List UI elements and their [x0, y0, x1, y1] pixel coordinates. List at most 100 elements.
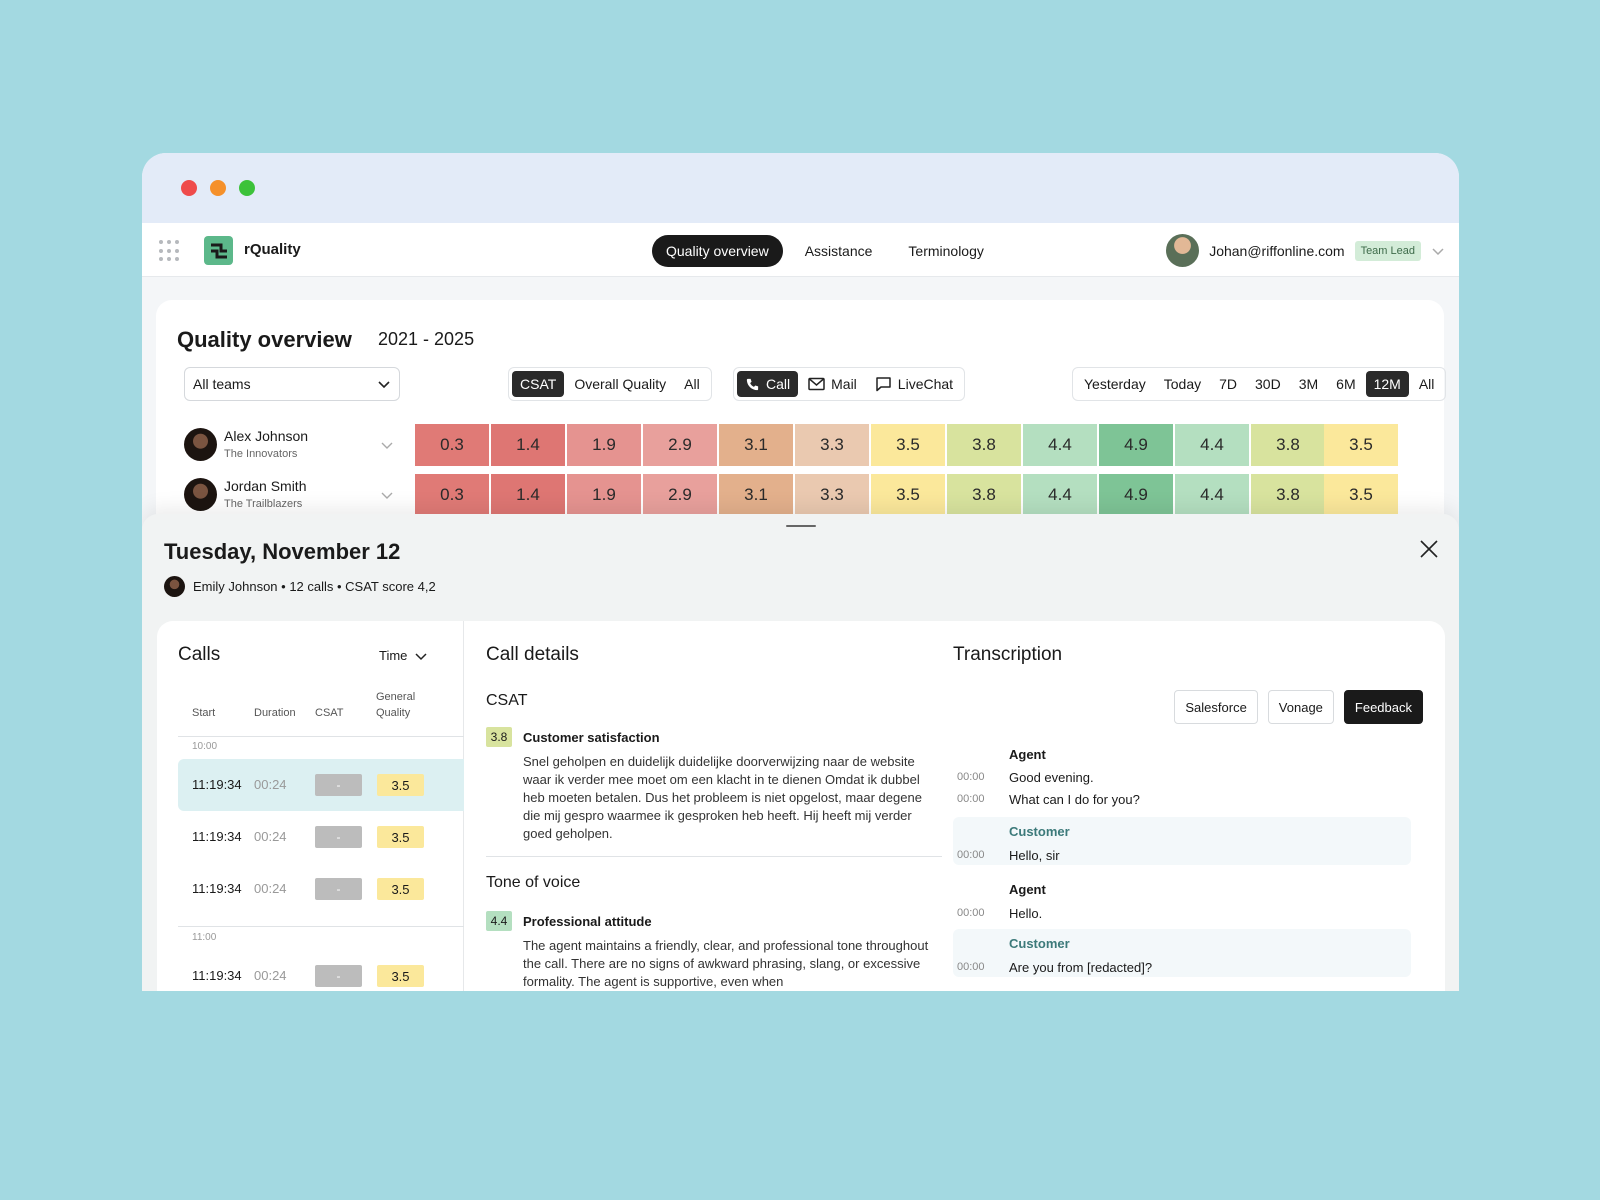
score-cell[interactable]: 3.1: [719, 424, 793, 466]
period-12m[interactable]: 12M: [1365, 371, 1409, 397]
col-header-duration[interactable]: Duration: [254, 707, 296, 719]
score-cell[interactable]: 3.1: [719, 474, 793, 516]
period-30d[interactable]: 30D: [1255, 376, 1281, 392]
tab-assistance[interactable]: Assistance: [804, 243, 873, 259]
main-nav: Quality overview Assistance Terminology: [652, 235, 998, 267]
score-cell[interactable]: 1.4: [491, 424, 565, 466]
chevron-down-icon[interactable]: [1431, 244, 1445, 258]
csat-item-title: Customer satisfaction: [523, 730, 660, 745]
score-cell[interactable]: 2.9: [643, 424, 717, 466]
message-text: What can I do for you?: [1009, 792, 1140, 807]
period-3m[interactable]: 3M: [1298, 376, 1319, 392]
call-start: 11:19:34: [192, 777, 242, 792]
user-email: Johan@riffonline.com: [1209, 242, 1345, 259]
minimize-window-dot[interactable]: [210, 180, 226, 196]
message-time: 00:00: [957, 771, 985, 783]
col-header-quality[interactable]: General Quality: [376, 689, 415, 721]
call-csat-badge: -: [315, 826, 362, 848]
agent-avatar: [164, 576, 185, 597]
col-header-quality-line2: Quality: [376, 707, 411, 719]
score-cell[interactable]: 0.3: [415, 474, 489, 516]
call-quality-badge: 3.5: [377, 965, 424, 987]
call-row[interactable]: 11:19:34 00:24 - 3.5: [178, 950, 464, 991]
message-text: Good evening.: [1009, 770, 1094, 785]
score-cell[interactable]: 3.3: [795, 474, 869, 516]
page-title: Quality overview: [177, 327, 352, 352]
score-cell[interactable]: 3.5: [871, 474, 945, 516]
score-cell[interactable]: 4.4: [1023, 424, 1097, 466]
channel-call[interactable]: Call: [737, 371, 799, 397]
score-cell[interactable]: 2.9: [643, 474, 717, 516]
score-cell[interactable]: 1.4: [491, 474, 565, 516]
app-grid-icon[interactable]: [159, 240, 181, 262]
tab-terminology[interactable]: Terminology: [908, 243, 984, 259]
app-window: rQuality Quality overview Assistance Ter…: [142, 153, 1459, 991]
tone-item-text: The agent maintains a friendly, clear, a…: [523, 938, 929, 989]
chevron-down-icon[interactable]: [380, 438, 394, 452]
time-group-label: 11:00: [192, 932, 217, 943]
score-cell[interactable]: 3.8: [1251, 424, 1325, 466]
score-cell[interactable]: 4.4: [1023, 474, 1097, 516]
feedback-button[interactable]: Feedback: [1343, 690, 1423, 724]
metric-overall-quality[interactable]: Overall Quality: [574, 376, 667, 392]
period-toggle: Yesterday Today 7D 30D 3M 6M 12M All: [1072, 367, 1447, 401]
score-cell[interactable]: 4.4: [1175, 474, 1249, 516]
call-row[interactable]: 11:19:34 00:24 - 3.5: [178, 759, 464, 811]
metric-toggle: CSAT Overall Quality All: [508, 367, 712, 401]
maximize-window-dot[interactable]: [239, 180, 255, 196]
user-avatar: [1166, 234, 1200, 267]
message-time: 00:00: [957, 793, 985, 805]
rquality-logo-icon[interactable]: [204, 236, 233, 265]
col-header-csat[interactable]: CSAT: [315, 707, 344, 719]
score-cell[interactable]: 1.9: [567, 424, 641, 466]
agent-row[interactable]: Alex Johnson The Innovators 0.3 1.4 1.9 2.9…: [184, 424, 1439, 466]
metric-csat[interactable]: CSAT: [512, 371, 565, 397]
drag-handle[interactable]: [786, 525, 816, 527]
score-cell[interactable]: 4.9: [1099, 424, 1173, 466]
period-yesterday[interactable]: Yesterday: [1084, 376, 1146, 392]
user-menu[interactable]: Johan@riffonline.com Team Lead: [1166, 234, 1445, 267]
csat-score-chip: 3.8: [486, 727, 512, 747]
channel-livechat[interactable]: LiveChat: [867, 371, 961, 397]
agent-row[interactable]: Jordan Smith The Trailblazers 0.3 1.4 1.9 2…: [184, 474, 1439, 516]
call-row[interactable]: 11:19:34 00:24 - 3.5: [178, 811, 464, 863]
score-cell[interactable]: 3.8: [947, 474, 1021, 516]
sort-select[interactable]: Time: [379, 648, 427, 663]
period-today[interactable]: Today: [1163, 376, 1202, 392]
score-cells: 0.3 1.4 1.9 2.9 3.1 3.3 3.5 3.8 4.4 4.9 4.4 3.8: [415, 474, 1325, 516]
close-icon[interactable]: [1419, 539, 1439, 559]
speaker-label: Agent: [1009, 747, 1046, 762]
total-score-cell[interactable]: 3.5: [1324, 424, 1398, 466]
score-cell[interactable]: 3.8: [1251, 474, 1325, 516]
chevron-down-icon[interactable]: [380, 488, 394, 502]
score-cell[interactable]: 3.8: [947, 424, 1021, 466]
period-6m[interactable]: 6M: [1336, 376, 1356, 392]
metric-all[interactable]: All: [684, 376, 700, 392]
call-duration: 00:24: [254, 968, 287, 983]
score-cell[interactable]: 4.4: [1175, 424, 1249, 466]
transcription: Transcription Salesforce Vonage Feedback…: [947, 621, 1445, 991]
col-header-start[interactable]: Start: [192, 707, 216, 719]
col-header-quality-line1: General: [376, 691, 416, 703]
call-quality-badge: 3.5: [377, 826, 424, 848]
period-all[interactable]: All: [1418, 376, 1435, 392]
tab-quality-overview[interactable]: Quality overview: [652, 235, 783, 267]
agent-avatar: [184, 428, 217, 461]
day-detail-panel: Tuesday, November 12 Emily Johnson • 12 …: [142, 514, 1459, 991]
date-range: 2021 - 2025: [378, 329, 475, 349]
salesforce-button[interactable]: Salesforce: [1174, 690, 1258, 724]
transcription-actions: Salesforce Vonage Feedback: [1174, 690, 1423, 724]
score-cell[interactable]: 1.9: [567, 474, 641, 516]
period-7d[interactable]: 7D: [1219, 376, 1238, 392]
call-csat-badge: -: [315, 965, 362, 987]
score-cell[interactable]: 0.3: [415, 424, 489, 466]
call-row[interactable]: 11:19:34 00:24 - 3.5: [178, 863, 464, 915]
close-window-dot[interactable]: [181, 180, 197, 196]
channel-mail[interactable]: Mail: [800, 371, 865, 397]
total-score-cell[interactable]: 3.5: [1324, 474, 1398, 516]
vonage-button[interactable]: Vonage: [1267, 690, 1334, 724]
team-select[interactable]: All teams: [184, 367, 400, 401]
score-cell[interactable]: 4.9: [1099, 474, 1173, 516]
score-cell[interactable]: 3.5: [871, 424, 945, 466]
score-cell[interactable]: 3.3: [795, 424, 869, 466]
